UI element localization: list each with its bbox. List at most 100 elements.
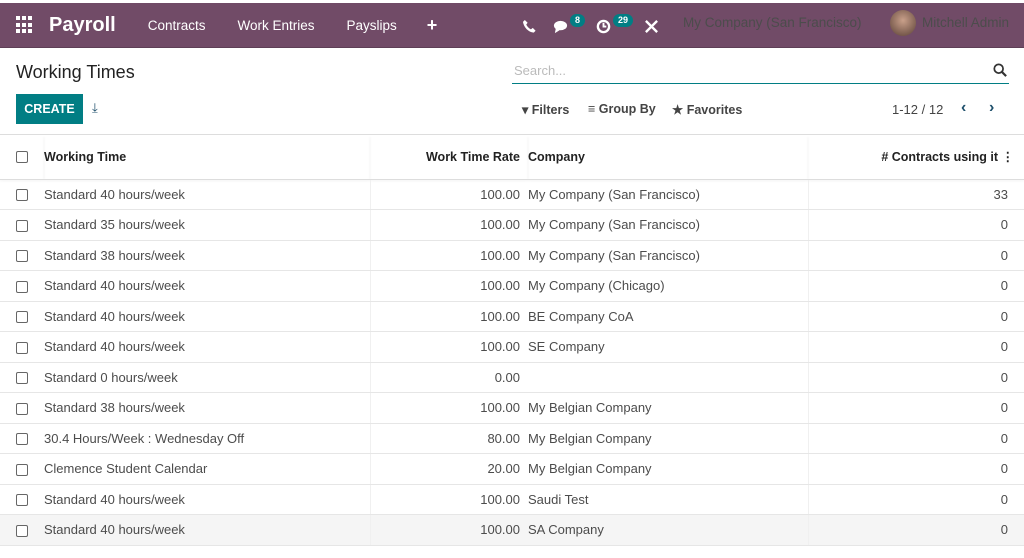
plus-icon[interactable]: +: [426, 14, 438, 35]
column-work-time-rate[interactable]: Work Time Rate: [370, 135, 528, 180]
table-row[interactable]: Clemence Student Calendar 20.00 My Belgi…: [0, 453, 1024, 485]
group-by-button[interactable]: ≡ Group By: [588, 102, 656, 116]
cell-company[interactable]: BE Company CoA: [528, 301, 809, 332]
cell-company[interactable]: SE Company: [528, 331, 809, 363]
row-checkbox[interactable]: [16, 250, 28, 263]
cell-company[interactable]: My Company (San Francisco): [528, 209, 809, 241]
cell-work-time-rate[interactable]: 100.00: [370, 392, 528, 424]
cell-working-time[interactable]: Standard 35 hours/week: [44, 209, 371, 241]
cell-contracts-count[interactable]: 0: [808, 362, 1024, 393]
cell-company[interactable]: My Company (Chicago): [528, 270, 809, 302]
cell-work-time-rate[interactable]: 100.00: [370, 209, 528, 241]
table-row[interactable]: Standard 40 hours/week 100.00 BE Company…: [0, 301, 1024, 332]
tools-icon[interactable]: [644, 19, 659, 34]
clock-icon[interactable]: [596, 19, 611, 34]
cell-work-time-rate[interactable]: 100.00: [370, 240, 528, 271]
cell-contracts-count[interactable]: 0: [808, 301, 1024, 332]
cell-working-time[interactable]: 30.4 Hours/Week : Wednesday Off: [44, 423, 371, 454]
cell-company[interactable]: My Belgian Company: [528, 423, 809, 454]
phone-icon[interactable]: [522, 19, 537, 34]
cell-company[interactable]: Saudi Test: [528, 484, 809, 515]
cell-working-time[interactable]: Standard 38 hours/week: [44, 392, 371, 424]
chat-icon[interactable]: [553, 19, 568, 34]
cell-work-time-rate[interactable]: 80.00: [370, 423, 528, 454]
table-row[interactable]: Standard 40 hours/week 100.00 My Company…: [0, 270, 1024, 302]
row-checkbox[interactable]: [16, 463, 28, 476]
column-working-time[interactable]: Working Time: [44, 135, 370, 180]
user-menu[interactable]: Mitchell Admin: [922, 15, 1010, 30]
cell-working-time[interactable]: Standard 40 hours/week: [44, 484, 371, 515]
cell-company[interactable]: SA Company: [528, 514, 809, 546]
cell-work-time-rate[interactable]: 100.00: [370, 484, 528, 515]
table-row[interactable]: Standard 38 hours/week 100.00 My Company…: [0, 240, 1024, 271]
avatar[interactable]: [890, 10, 916, 36]
cell-working-time[interactable]: Standard 40 hours/week: [44, 301, 371, 332]
apps-menu-icon[interactable]: [16, 16, 34, 34]
cell-working-time[interactable]: Standard 0 hours/week: [44, 362, 371, 393]
cell-company[interactable]: My Belgian Company: [528, 392, 809, 424]
cell-contracts-count[interactable]: 0: [808, 514, 1024, 546]
company-switcher[interactable]: My Company (San Francisco): [683, 15, 862, 30]
menu-work-entries[interactable]: Work Entries: [237, 17, 315, 33]
cell-working-time[interactable]: Standard 40 hours/week: [44, 331, 371, 363]
search-input[interactable]: [512, 58, 987, 84]
app-name[interactable]: Payroll: [49, 13, 116, 36]
table-row[interactable]: Standard 40 hours/week 100.00 SA Company…: [0, 514, 1024, 546]
cell-contracts-count[interactable]: 0: [808, 392, 1024, 424]
cell-working-time[interactable]: Standard 40 hours/week: [44, 270, 371, 302]
cell-company[interactable]: My Belgian Company: [528, 453, 809, 485]
row-checkbox[interactable]: [16, 280, 28, 293]
search-icon[interactable]: [993, 63, 1007, 77]
cell-working-time[interactable]: Standard 38 hours/week: [44, 240, 371, 271]
table-row[interactable]: Standard 0 hours/week 0.00 0: [0, 362, 1024, 393]
column-options-icon[interactable]: ⋮: [1001, 150, 1015, 165]
cell-contracts-count[interactable]: 0: [808, 484, 1024, 515]
chevron-left-icon[interactable]: ‹: [961, 99, 967, 116]
cell-contracts-count[interactable]: 0: [808, 240, 1024, 271]
cell-working-time[interactable]: Clemence Student Calendar: [44, 453, 371, 485]
row-checkbox[interactable]: [16, 402, 28, 415]
table-row[interactable]: Standard 40 hours/week 100.00 My Company…: [0, 179, 1024, 210]
cell-contracts-count[interactable]: 0: [808, 209, 1024, 241]
cell-work-time-rate[interactable]: 100.00: [370, 179, 528, 210]
row-checkbox[interactable]: [16, 524, 28, 537]
table-row[interactable]: Standard 35 hours/week 100.00 My Company…: [0, 209, 1024, 241]
cell-work-time-rate[interactable]: 0.00: [370, 362, 528, 393]
cell-contracts-count[interactable]: 0: [808, 423, 1024, 454]
select-all-checkbox[interactable]: [16, 151, 28, 164]
cell-contracts-count[interactable]: 0: [808, 331, 1024, 363]
favorites-button[interactable]: ★ Favorites: [672, 103, 743, 117]
table-row[interactable]: Standard 40 hours/week 100.00 SE Company…: [0, 331, 1024, 363]
cell-work-time-rate[interactable]: 100.00: [370, 514, 528, 546]
column-contracts-count[interactable]: # Contracts using it ⋮: [808, 135, 1024, 180]
row-checkbox[interactable]: [16, 433, 28, 446]
cell-contracts-count[interactable]: 0: [808, 453, 1024, 485]
cell-working-time[interactable]: Standard 40 hours/week: [44, 179, 371, 210]
row-checkbox[interactable]: [16, 341, 28, 354]
table-row[interactable]: Standard 40 hours/week 100.00 Saudi Test…: [0, 484, 1024, 515]
cell-work-time-rate[interactable]: 20.00: [370, 453, 528, 485]
row-checkbox[interactable]: [16, 372, 28, 385]
cell-work-time-rate[interactable]: 100.00: [370, 301, 528, 332]
cell-contracts-count[interactable]: 33: [808, 179, 1024, 210]
cell-working-time[interactable]: Standard 40 hours/week: [44, 514, 371, 546]
create-button[interactable]: CREATE: [16, 94, 83, 124]
row-checkbox[interactable]: [16, 311, 28, 324]
row-checkbox[interactable]: [16, 189, 28, 202]
filters-button[interactable]: ▾ Filters: [522, 103, 570, 117]
cell-contracts-count[interactable]: 0: [808, 270, 1024, 302]
column-company[interactable]: Company: [528, 135, 808, 180]
table-row[interactable]: 30.4 Hours/Week : Wednesday Off 80.00 My…: [0, 423, 1024, 454]
row-checkbox[interactable]: [16, 494, 28, 507]
row-checkbox[interactable]: [16, 219, 28, 232]
menu-payslips[interactable]: Payslips: [346, 17, 397, 33]
menu-contracts[interactable]: Contracts: [147, 17, 206, 33]
cell-work-time-rate[interactable]: 100.00: [370, 331, 528, 363]
cell-company[interactable]: [528, 362, 809, 393]
cell-company[interactable]: My Company (San Francisco): [528, 179, 809, 210]
download-icon[interactable]: ⤓: [92, 100, 98, 115]
cell-work-time-rate[interactable]: 100.00: [370, 270, 528, 302]
cell-company[interactable]: My Company (San Francisco): [528, 240, 809, 271]
pager-value[interactable]: 1-12 / 12: [892, 102, 944, 117]
table-row[interactable]: Standard 38 hours/week 100.00 My Belgian…: [0, 392, 1024, 424]
